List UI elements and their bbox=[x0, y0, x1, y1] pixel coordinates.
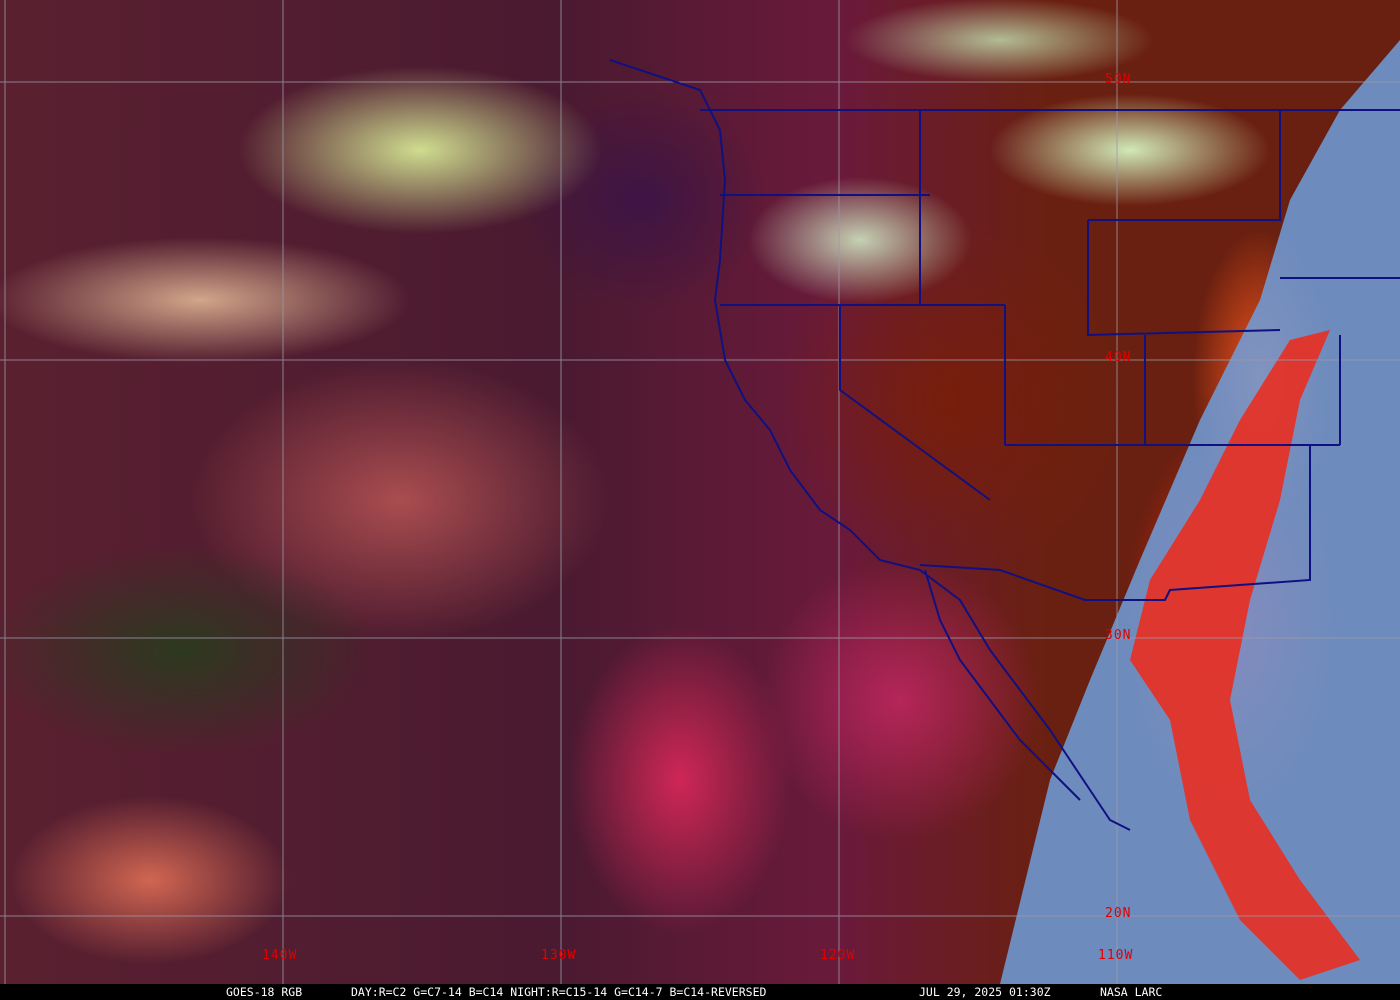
lon-label-110w: 110W bbox=[1098, 948, 1134, 963]
lat-label-50n: 50N bbox=[1105, 72, 1132, 87]
lon-label-120w: 120W bbox=[820, 948, 856, 963]
caption-bar: GOES-18 RGB DAY:R=C2 G=C7-14 B=C14 NIGHT… bbox=[0, 984, 1400, 1000]
caption-timestamp: JUL 29, 2025 01:30Z bbox=[919, 985, 1051, 999]
caption-recipe: DAY:R=C2 G=C7-14 B=C14 NIGHT:R=C15-14 G=… bbox=[351, 985, 767, 999]
lon-label-140w: 140W bbox=[262, 948, 298, 963]
storm-clouds bbox=[1130, 330, 1360, 980]
lat-label-30n: 30N bbox=[1105, 628, 1132, 643]
lon-label-130w: 130W bbox=[541, 948, 577, 963]
political-borders bbox=[609, 59, 1400, 831]
caption-product: GOES-18 RGB bbox=[226, 985, 303, 999]
coastline-west bbox=[609, 59, 1131, 831]
state-borders bbox=[720, 110, 1400, 601]
caption-credit: NASA LARC bbox=[1100, 985, 1163, 999]
lat-label-40n: 40N bbox=[1105, 350, 1132, 365]
lat-label-20n: 20N bbox=[1105, 906, 1132, 921]
baja-coast bbox=[924, 569, 1081, 801]
